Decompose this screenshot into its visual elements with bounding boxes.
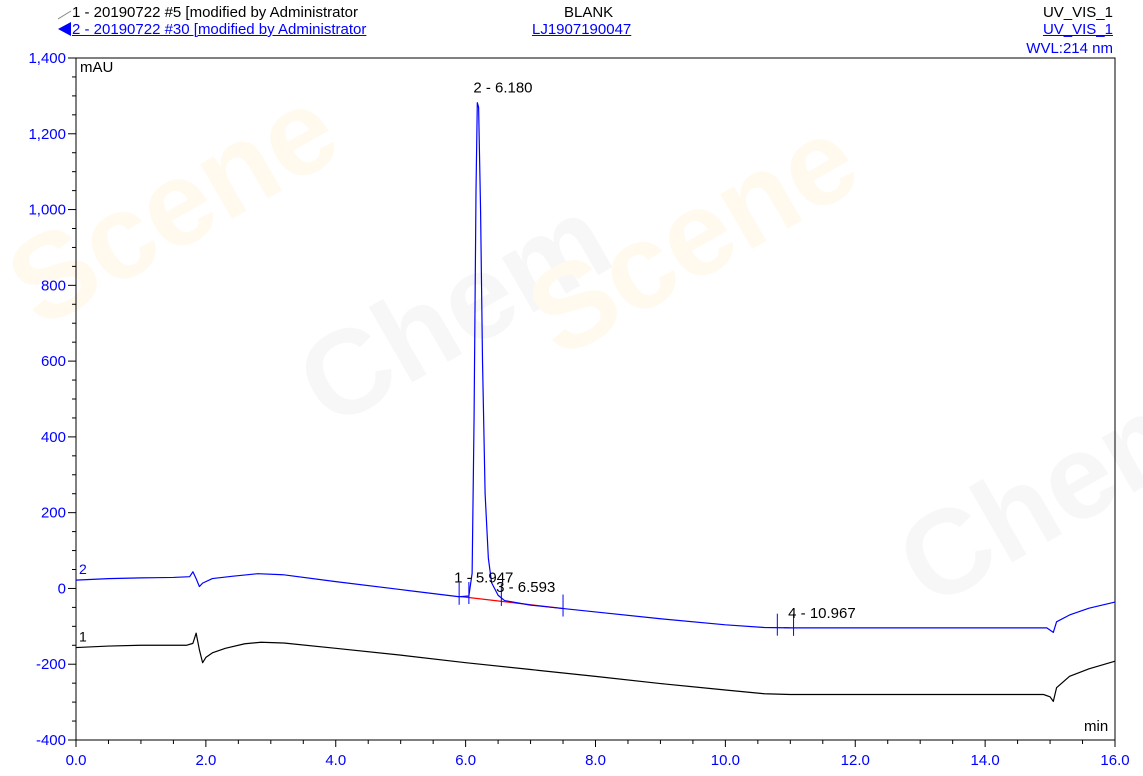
trace1-legend-icon — [57, 8, 72, 20]
y-tick-label: 0 — [58, 580, 66, 597]
peak-label-1: 1 - 5.947 — [454, 570, 513, 587]
svg-text:Chem: Chem — [876, 350, 1143, 633]
y-tick-label: 1,200 — [28, 126, 66, 143]
series-number-1: 1 — [79, 629, 87, 645]
y-tick-label: -400 — [36, 732, 66, 749]
trace2-channel: UV_VIS_1 — [1042, 21, 1113, 38]
y-axis-unit: mAU — [80, 59, 113, 76]
x-axis-unit: min — [1084, 718, 1108, 735]
y-tick-label: 400 — [41, 429, 66, 446]
x-tick-label: 16.0 — [1100, 752, 1129, 769]
series-line-2 — [75, 102, 1116, 633]
series-line-1 — [75, 632, 1116, 702]
trace1-label: 1 - 20190722 #5 [modified by Administrat… — [72, 4, 359, 21]
trace2-sample: LJ1907190047 — [532, 21, 632, 38]
watermark: Chem Scene Chem Scene — [0, 60, 1143, 633]
wavelength-label: WVL:214 nm — [1026, 40, 1113, 57]
y-tick-label: 1,400 — [28, 50, 66, 67]
trace2-legend-icon — [58, 22, 72, 36]
peak-label-2: 2 - 6.180 — [473, 80, 532, 97]
y-tick-label: 800 — [41, 277, 66, 294]
y-tick-label: 200 — [41, 505, 66, 522]
x-tick-label: 0.0 — [66, 752, 87, 769]
trace1-sample: BLANK — [564, 4, 614, 21]
x-tick-label: 14.0 — [971, 752, 1000, 769]
y-tick-label: -200 — [36, 656, 66, 673]
trace2-label: 2 - 20190722 #30 [modified by Administra… — [72, 21, 367, 38]
y-tick-label: 600 — [41, 353, 66, 370]
y-tick-label: 1,000 — [28, 202, 66, 219]
peak-label-3: 3 - 6.593 — [496, 579, 555, 596]
trace1-channel: UV_VIS_1 — [1042, 4, 1113, 21]
x-tick-label: 12.0 — [841, 752, 870, 769]
series-number-2: 2 — [79, 561, 87, 577]
x-tick-label: 8.0 — [585, 752, 606, 769]
peak-label-4: 4 - 10.967 — [788, 605, 856, 622]
x-tick-label: 6.0 — [455, 752, 476, 769]
x-tick-label: 4.0 — [325, 752, 346, 769]
x-tick-label: 10.0 — [711, 752, 740, 769]
svg-text:Scene: Scene — [506, 90, 879, 383]
x-tick-label: 2.0 — [195, 752, 216, 769]
